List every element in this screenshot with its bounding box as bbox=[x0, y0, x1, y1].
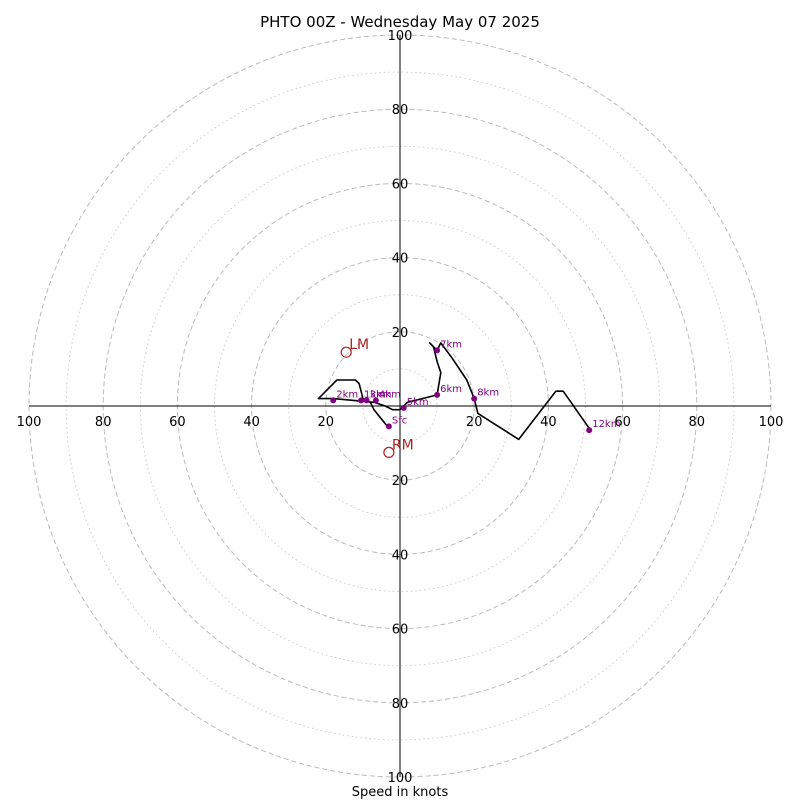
height-marker-8km bbox=[471, 395, 478, 402]
tick-labels: 100 80 60 40 20 20 40 60 80 100 20 40 60 80 100 20 40 60 8… bbox=[17, 29, 784, 786]
y-tick-label: 80 bbox=[392, 697, 409, 712]
height-label-7km: 7km bbox=[440, 339, 462, 350]
y-tick-label: 20 bbox=[392, 474, 409, 489]
height-marker-2km bbox=[330, 397, 337, 404]
height-label-1km: 1km bbox=[364, 389, 386, 400]
x-tick-label: 20 bbox=[318, 415, 335, 430]
height-label-6km: 6km bbox=[440, 384, 462, 395]
x-tick-label: 100 bbox=[17, 415, 42, 430]
x-tick-label: 20 bbox=[466, 415, 483, 430]
x-tick-label: 60 bbox=[169, 415, 186, 430]
height-label-4km: 4km bbox=[379, 389, 401, 400]
height-marker-5km bbox=[400, 404, 407, 411]
x-tick-label: 40 bbox=[540, 415, 557, 430]
storm-motion-label-LM: LM bbox=[349, 337, 369, 353]
y-tick-label: 80 bbox=[392, 103, 409, 118]
y-tick-label: 100 bbox=[388, 771, 413, 786]
x-tick-label: 40 bbox=[243, 415, 260, 430]
storm-motion-markers: LM RM bbox=[340, 337, 414, 458]
height-marker-3km bbox=[363, 397, 370, 404]
x-tick-label: 80 bbox=[95, 415, 112, 430]
height-marker-7km bbox=[434, 347, 441, 354]
y-tick-label: 20 bbox=[392, 326, 409, 341]
y-tick-label: 60 bbox=[392, 177, 409, 192]
x-tick-label: 60 bbox=[614, 415, 631, 430]
height-label-Sfc: Sfc bbox=[392, 415, 407, 426]
axes bbox=[29, 35, 771, 777]
height-marker-4km bbox=[372, 397, 379, 404]
y-tick-label: 40 bbox=[392, 252, 409, 267]
y-tick-label: 100 bbox=[388, 29, 413, 44]
height-label-3km: 3km bbox=[370, 389, 392, 400]
height-label-8km: 8km bbox=[477, 388, 499, 399]
y-tick-label: 40 bbox=[392, 548, 409, 563]
storm-motion-marker-LM bbox=[340, 346, 352, 358]
chart-title: PHTO 00Z - Wednesday May 07 2025 bbox=[260, 13, 540, 31]
height-label-12km: 12km bbox=[592, 419, 620, 430]
y-tick-label: 60 bbox=[392, 623, 409, 638]
height-marker-1km bbox=[358, 397, 365, 404]
height-label-2km: 2km bbox=[336, 389, 358, 400]
height-marker-12km bbox=[586, 427, 593, 434]
x-axis-label: Speed in knots bbox=[352, 785, 449, 800]
x-tick-label: 100 bbox=[759, 415, 784, 430]
height-marker-Sfc bbox=[385, 423, 392, 430]
height-marker-6km bbox=[434, 391, 441, 398]
height-label-5km: 5km bbox=[407, 397, 429, 408]
storm-motion-label-RM: RM bbox=[392, 437, 414, 453]
x-tick-label: 80 bbox=[689, 415, 706, 430]
storm-motion-marker-RM bbox=[383, 446, 395, 458]
